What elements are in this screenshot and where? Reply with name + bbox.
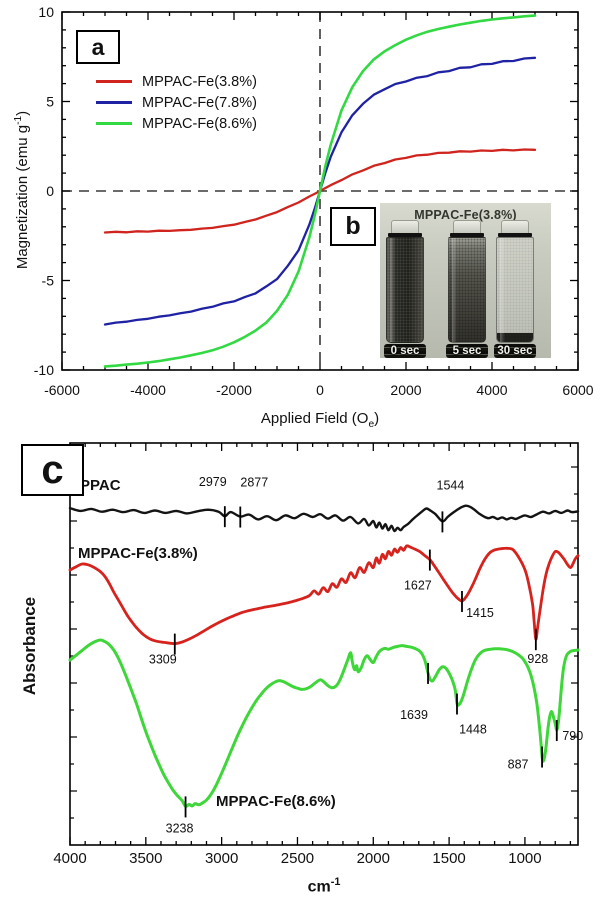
legend-row: MPPAC-Fe(8.6%) bbox=[96, 113, 257, 134]
peak-annotation-1415: 1415 bbox=[466, 606, 494, 620]
legend-line-green bbox=[96, 121, 132, 126]
vial-0-sec: 0 sec bbox=[384, 220, 426, 358]
panel-c-y-axis-title: Absorbance bbox=[20, 596, 39, 696]
peak-annotation-1627: 1627 bbox=[404, 579, 432, 593]
peak-annotation-1639: 1639 bbox=[400, 708, 428, 722]
panel-a-legend: MPPAC-Fe(3.8%) MPPAC-Fe(7.8%) MPPAC-Fe(8… bbox=[96, 71, 257, 134]
y-tick-label: 5 bbox=[46, 94, 54, 110]
panel-b-photo: MPPAC-Fe(3.8%) 0 sec 5 sec 30 sec bbox=[380, 203, 551, 358]
photo-title: MPPAC-Fe(3.8%) bbox=[414, 208, 517, 222]
panel-c-x-axis-title: cm-1 bbox=[307, 876, 341, 896]
x-tick-label: -2000 bbox=[216, 382, 252, 398]
x-tick-label: 0 bbox=[316, 382, 324, 398]
x-tick-label: 4000 bbox=[476, 382, 507, 398]
legend-row: MPPAC-Fe(3.8%) bbox=[96, 71, 257, 92]
peak-annotation-928: 928 bbox=[527, 652, 548, 666]
panel-a-magnetization-chart: -6000 -4000 -2000 0 2000 4000 6000 -10 -5 0 5 10 bbox=[34, 4, 594, 398]
peak-annotation-887: 887 bbox=[508, 758, 529, 772]
x-tick-label: -4000 bbox=[130, 382, 166, 398]
panel-a-axes: -6000 -4000 -2000 0 2000 4000 6000 -10 -5 0 5 10 bbox=[34, 4, 594, 398]
vial-30-sec: 30 sec bbox=[494, 220, 536, 358]
peak-annotation-790: 790 bbox=[562, 729, 583, 743]
legend-label: MPPAC-Fe(7.8%) bbox=[142, 94, 257, 111]
legend-row: MPPAC-Fe(7.8%) bbox=[96, 92, 257, 113]
panel-a-y-axis-title: Magnetization (emu g-1) bbox=[13, 110, 31, 270]
y-tick-label: 0 bbox=[46, 183, 54, 199]
x-tick-label: 2500 bbox=[281, 850, 314, 867]
peak-annotation-1448: 1448 bbox=[459, 722, 487, 736]
subscript: e bbox=[368, 419, 375, 430]
superscript: -1 bbox=[13, 115, 24, 125]
peak-annotation-1544: 1544 bbox=[437, 478, 465, 492]
vial-neck-band bbox=[450, 233, 484, 237]
vial-base-magnet bbox=[384, 344, 426, 358]
vial-body-suspension bbox=[386, 237, 424, 343]
x-tick-label: -6000 bbox=[44, 382, 80, 398]
legend-label: MPPAC-Fe(3.8%) bbox=[142, 73, 257, 90]
x-tick-label: 1000 bbox=[508, 850, 541, 867]
y-tick-label: -5 bbox=[42, 273, 55, 289]
glass-highlight bbox=[500, 238, 505, 342]
panel-a-label: a bbox=[91, 33, 105, 60]
peak-annotation-2979: 2979 bbox=[199, 475, 227, 489]
vial-5-sec: 5 sec bbox=[446, 220, 488, 358]
legend-label: MPPAC-Fe(8.6%) bbox=[142, 115, 257, 132]
spectrum-MPPAC-Fe(8.6%) bbox=[68, 638, 580, 808]
panel-a-label-box: a bbox=[76, 30, 120, 64]
panel-c-ftir-chart: 4000 3500 3000 2500 2000 1500 1000 2979 2877 1544… bbox=[53, 442, 583, 867]
peak-annotation-3238: 3238 bbox=[166, 821, 194, 835]
x-tick-label: 6000 bbox=[562, 382, 593, 398]
x-tick-label: 4000 bbox=[53, 850, 86, 867]
curve-MPPAC-Fe(8.6%) bbox=[103, 14, 537, 368]
curve-label-ppac: PPAC bbox=[80, 477, 121, 494]
vial-time-label: 0 sec bbox=[390, 345, 420, 357]
panel-b-label: b bbox=[345, 212, 361, 240]
legend-line-blue bbox=[96, 100, 132, 105]
x-tick-label: 2000 bbox=[357, 850, 390, 867]
peak-annotation-2877: 2877 bbox=[240, 476, 268, 490]
glass-highlight bbox=[452, 238, 457, 342]
vial-base-magnet bbox=[494, 344, 536, 358]
vial-body-clear bbox=[496, 237, 534, 343]
x-tick-label: 2000 bbox=[390, 382, 421, 398]
curve-label-mppac-fe-8-6: MPPAC-Fe(8.6%) bbox=[216, 793, 336, 810]
spectrum-MPPAC-Fe(3.8%) bbox=[68, 544, 580, 646]
panel-c-label-box: c bbox=[21, 444, 84, 496]
x-tick-label: 3500 bbox=[129, 850, 162, 867]
plot-frame bbox=[69, 442, 579, 846]
panel-b-label-box: b bbox=[330, 207, 376, 246]
panel-c-label: c bbox=[41, 447, 64, 492]
peak-annotation-3309: 3309 bbox=[149, 653, 177, 667]
glass-highlight bbox=[390, 238, 395, 342]
vial-time-label: 30 sec bbox=[497, 345, 533, 357]
vial-neck-band bbox=[498, 233, 532, 237]
y-tick-label: 10 bbox=[38, 4, 54, 20]
legend-line-red bbox=[96, 79, 132, 84]
vial-time-label: 5 sec bbox=[452, 345, 482, 357]
panel-a-x-axis-title: Applied Field (Oe) bbox=[260, 410, 380, 430]
vial-base-magnet bbox=[446, 344, 488, 358]
x-tick-label: 3000 bbox=[205, 850, 238, 867]
x-tick-label: 1500 bbox=[432, 850, 465, 867]
spectrum-PPAC bbox=[68, 504, 580, 533]
vial-body-settling bbox=[448, 237, 486, 343]
y-tick-label: -10 bbox=[34, 362, 54, 378]
panel-c-axes: 4000 3500 3000 2500 2000 1500 1000 bbox=[53, 442, 579, 867]
curve-label-mppac-fe-3-8: MPPAC-Fe(3.8%) bbox=[78, 545, 198, 562]
vial-neck-band bbox=[388, 233, 422, 237]
superscript: -1 bbox=[330, 876, 341, 888]
